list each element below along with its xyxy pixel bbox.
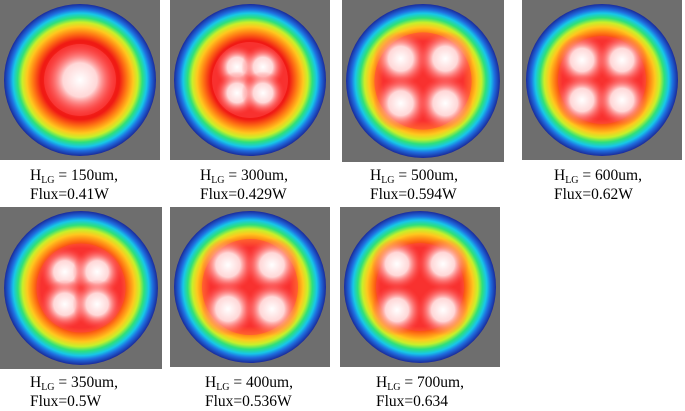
irradiance-hotspot — [201, 282, 255, 336]
caption-600um: HLG = 600um, Flux=0.62W — [554, 166, 642, 204]
simulation-panel-350um — [0, 207, 162, 369]
simulation-panel-600um — [522, 0, 682, 160]
irradiance-map-400um — [170, 207, 330, 367]
simulation-panel-500um — [342, 0, 504, 162]
irradiance-hotspot — [596, 34, 648, 86]
caption-700um: HLG = 700um, Flux=0.634 — [376, 373, 464, 411]
flux-label-300um: Flux=0.429W — [200, 186, 287, 203]
simulation-panel-150um — [0, 0, 160, 160]
irradiance-hotspot — [241, 71, 285, 115]
irradiance-map-700um — [340, 207, 500, 367]
irradiance-hotspot — [556, 74, 608, 126]
simulation-panel-300um — [170, 0, 330, 160]
irradiance-hotspot — [417, 31, 473, 87]
irradiance-hotspot — [417, 284, 469, 336]
irradiance-hotspot — [373, 75, 429, 131]
caption-500um: HLG = 500um, Flux=0.594W — [370, 166, 458, 204]
flux-label-400um: Flux=0.536W — [205, 393, 292, 410]
irradiance-map-300um — [170, 0, 330, 160]
irradiance-hotspot — [42, 42, 118, 118]
irradiance-hotspot — [201, 238, 255, 292]
simulation-panel-700um — [340, 207, 500, 367]
irradiance-hotspot — [417, 75, 473, 131]
irradiance-map-150um — [0, 0, 160, 160]
irradiance-map-350um — [0, 207, 162, 369]
irradiance-map-600um — [522, 0, 682, 160]
irradiance-hotspot — [245, 238, 299, 292]
irradiance-hotspot — [373, 31, 429, 87]
irradiance-map-500um — [342, 0, 504, 162]
flux-label-350um: Flux=0.5W — [30, 393, 102, 410]
irradiance-hotspot — [72, 279, 122, 329]
irradiance-hotspot — [371, 238, 423, 290]
caption-300um: HLG = 300um, Flux=0.429W — [200, 166, 288, 204]
irradiance-hotspot — [596, 74, 648, 126]
flux-label-700um: Flux=0.634 — [376, 393, 449, 410]
height-label-300um: HLG = 300um, — [200, 167, 288, 186]
height-label-500um: HLG = 500um, — [370, 167, 458, 186]
irradiance-hotspot — [417, 238, 469, 290]
caption-350um: HLG = 350um, Flux=0.5W — [30, 373, 118, 411]
height-label-150um: HLG = 150um, — [30, 167, 118, 186]
caption-150um: HLG = 150um, Flux=0.41W — [30, 166, 118, 204]
height-label-600um: HLG = 600um, — [554, 167, 642, 186]
irradiance-hotspot — [556, 34, 608, 86]
caption-400um: HLG = 400um, Flux=0.536W — [205, 373, 293, 411]
height-label-400um: HLG = 400um, — [205, 374, 293, 393]
height-label-700um: HLG = 700um, — [376, 374, 464, 393]
flux-label-150um: Flux=0.41W — [30, 186, 109, 203]
flux-label-500um: Flux=0.594W — [370, 186, 457, 203]
irradiance-hotspot — [245, 282, 299, 336]
height-label-350um: HLG = 350um, — [30, 374, 118, 393]
flux-label-600um: Flux=0.62W — [554, 186, 633, 203]
simulation-panel-400um — [170, 207, 330, 367]
irradiance-hotspot — [371, 284, 423, 336]
